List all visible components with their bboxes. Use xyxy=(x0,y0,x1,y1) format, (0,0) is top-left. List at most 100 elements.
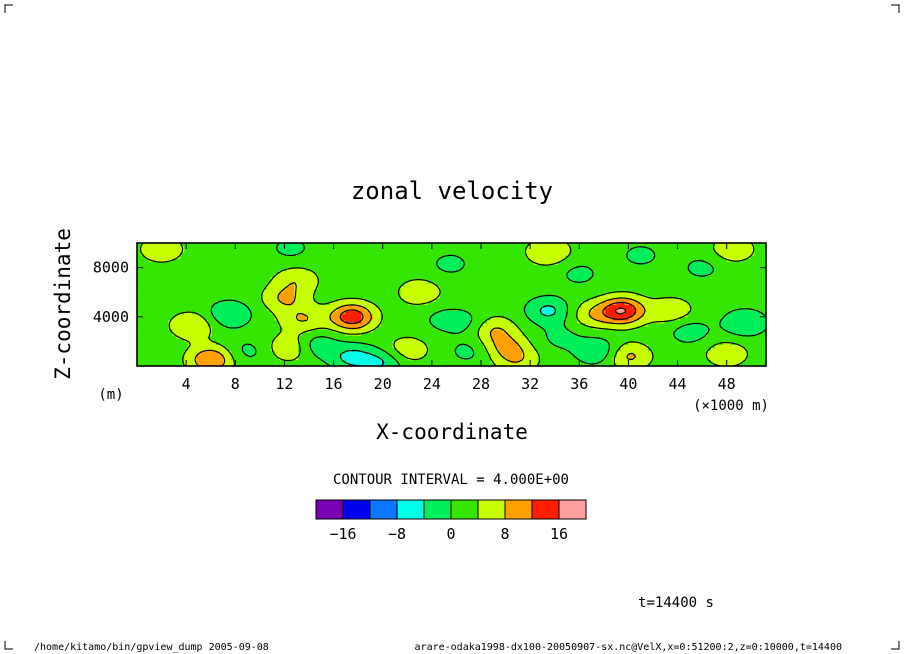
heatmap-cell xyxy=(333,295,338,299)
heatmap-cell xyxy=(412,341,417,345)
heatmap-cell xyxy=(235,298,240,302)
heatmap-cell xyxy=(156,329,161,333)
heatmap-cell xyxy=(431,347,437,352)
heatmap-cell xyxy=(498,338,504,342)
heatmap-cell xyxy=(345,356,350,361)
heatmap-cell xyxy=(254,353,260,358)
heatmap-cell xyxy=(408,313,413,318)
heatmap-cell xyxy=(514,273,519,278)
heatmap-cell xyxy=(195,326,201,330)
heatmap-cell xyxy=(404,322,409,327)
heatmap-cell xyxy=(498,301,504,305)
heatmap-cell xyxy=(215,335,220,339)
heatmap-cell xyxy=(695,270,700,275)
heatmap-cell xyxy=(329,276,334,281)
heatmap-cell xyxy=(518,273,523,278)
heatmap-cell xyxy=(353,298,358,302)
heatmap-cell xyxy=(699,295,704,299)
heatmap-cell xyxy=(160,313,165,318)
heatmap-cell xyxy=(416,304,421,308)
heatmap-cell xyxy=(703,350,708,355)
heatmap-cell xyxy=(368,286,374,290)
heatmap-cell xyxy=(687,335,692,339)
heatmap-cell xyxy=(695,350,700,355)
heatmap-cell xyxy=(156,301,161,305)
heatmap-cell xyxy=(687,295,692,299)
heatmap-cell xyxy=(447,350,452,355)
heatmap-cell xyxy=(636,319,641,324)
heatmap-cell xyxy=(254,326,260,330)
heatmap-cell xyxy=(345,353,350,358)
heatmap-cell xyxy=(195,335,201,339)
heatmap-cell xyxy=(164,279,169,284)
heatmap-cell xyxy=(188,338,193,342)
heatmap-cell xyxy=(235,270,240,275)
heatmap-cell xyxy=(600,322,606,327)
heatmap-cell xyxy=(156,292,161,296)
heatmap-cell xyxy=(691,292,696,296)
heatmap-cell xyxy=(526,335,531,339)
heatmap-cell xyxy=(632,316,637,321)
heatmap-cell xyxy=(608,344,614,348)
heatmap-cell xyxy=(152,301,158,305)
heatmap-cell xyxy=(435,301,441,305)
heatmap-cell xyxy=(203,286,209,290)
heatmap-cell xyxy=(612,347,618,352)
heatmap-cell xyxy=(624,350,629,355)
heatmap-cell xyxy=(498,362,504,367)
heatmap-cell xyxy=(537,359,543,364)
heatmap-cell xyxy=(596,362,602,367)
heatmap-cell xyxy=(655,310,661,315)
heatmap-cell xyxy=(581,353,586,358)
heatmap-cell xyxy=(475,295,480,299)
heatmap-cell xyxy=(427,344,433,348)
heatmap-cell xyxy=(137,273,142,278)
heatmap-cell xyxy=(581,270,586,275)
heatmap-cell xyxy=(691,298,696,302)
heatmap-cell xyxy=(337,282,342,287)
heatmap-cell xyxy=(738,356,743,361)
heatmap-cell xyxy=(192,292,197,296)
heatmap-cell xyxy=(439,350,445,355)
heatmap-cell xyxy=(164,292,169,296)
heatmap-cell xyxy=(467,353,472,358)
heatmap-cell xyxy=(714,289,720,293)
heatmap-cell xyxy=(349,304,354,308)
heatmap-cell xyxy=(420,344,425,348)
heatmap-cell xyxy=(750,332,755,336)
heatmap-cell xyxy=(530,298,535,302)
heatmap-cell xyxy=(180,307,185,312)
heatmap-cell xyxy=(714,307,720,312)
heatmap-cell xyxy=(530,286,535,290)
heatmap-cell xyxy=(365,276,370,281)
heatmap-cell xyxy=(518,301,523,305)
heatmap-cell xyxy=(581,344,586,348)
heatmap-cell xyxy=(384,292,389,296)
heatmap-cell xyxy=(400,341,405,345)
heatmap-cell xyxy=(679,344,684,348)
heatmap-cell xyxy=(651,295,657,299)
heatmap-cell xyxy=(545,301,551,305)
heatmap-cell xyxy=(742,310,747,315)
heatmap-cell xyxy=(522,335,527,339)
heatmap-cell xyxy=(388,307,393,312)
heatmap-cell xyxy=(254,276,260,281)
heatmap-cell xyxy=(451,276,456,281)
heatmap-cell xyxy=(168,276,173,281)
heatmap-cell xyxy=(710,310,716,315)
heatmap-cell xyxy=(188,347,193,352)
heatmap-cell xyxy=(671,276,676,281)
heatmap-cell xyxy=(514,313,519,318)
heatmap-cell xyxy=(199,298,205,302)
heatmap-cell xyxy=(467,282,472,287)
heatmap-cell xyxy=(518,338,523,342)
heatmap-cell xyxy=(266,332,272,336)
heatmap-cell xyxy=(683,329,688,333)
heatmap-cell xyxy=(427,362,433,367)
heatmap-cell xyxy=(247,289,252,293)
heatmap-cell xyxy=(534,270,539,275)
heatmap-cell xyxy=(679,347,684,352)
heatmap-cell xyxy=(486,356,492,361)
heatmap-cell xyxy=(365,350,370,355)
heatmap-cell xyxy=(758,307,763,312)
